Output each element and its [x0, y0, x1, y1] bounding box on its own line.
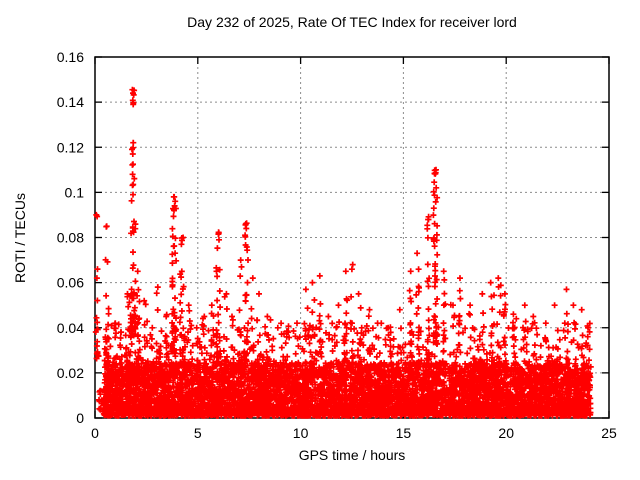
y-tick-label: 0.12: [57, 139, 84, 155]
x-tick-label: 20: [498, 425, 514, 441]
x-tick-label: 0: [91, 425, 99, 441]
x-axis-label: GPS time / hours: [298, 447, 406, 463]
y-tick-label: 0: [76, 410, 84, 426]
y-tick-label: 0.08: [57, 230, 84, 246]
chart-title: Day 232 of 2025, Rate Of TEC Index for r…: [187, 14, 517, 30]
y-tick-label: 0.02: [57, 365, 84, 381]
x-tick-label: 5: [194, 425, 202, 441]
y-tick-label: 0.06: [57, 275, 84, 291]
x-tick-label: 25: [601, 425, 617, 441]
y-tick-label: 0.1: [65, 184, 85, 200]
y-tick-label: 0.04: [57, 320, 84, 336]
x-tick-label: 15: [396, 425, 412, 441]
y-tick-label: 0.14: [57, 94, 84, 110]
y-tick-label: 0.16: [57, 49, 84, 65]
x-tick-label: 10: [293, 425, 309, 441]
scatter-points: [92, 86, 594, 419]
